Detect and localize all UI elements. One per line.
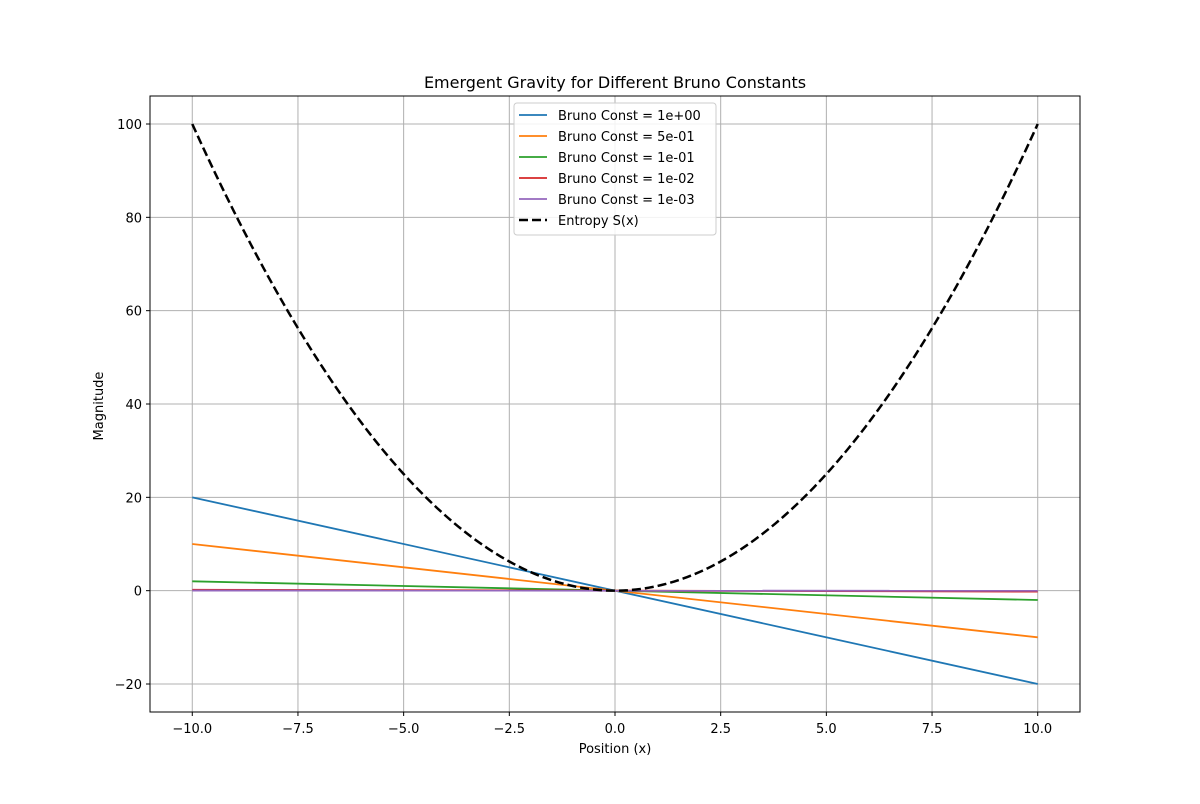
- x-tick-label: 2.5: [710, 722, 731, 737]
- legend-label: Bruno Const = 5e-01: [558, 130, 695, 145]
- x-tick-label: −5.0: [388, 722, 420, 737]
- y-tick-label: 40: [125, 398, 142, 413]
- legend-label: Bruno Const = 1e-01: [558, 151, 695, 166]
- legend-label: Bruno Const = 1e-02: [558, 172, 695, 187]
- y-tick-label: 20: [125, 491, 142, 506]
- x-tick-label: 10.0: [1023, 722, 1052, 737]
- legend-label: Entropy S(x): [558, 214, 639, 229]
- y-tick-label: 60: [125, 305, 142, 320]
- legend: Bruno Const = 1e+00 Bruno Const = 5e-01 Br…: [514, 103, 716, 235]
- chart-title: Emergent Gravity for Different Bruno Con…: [424, 73, 806, 92]
- y-tick-label: −20: [115, 678, 142, 693]
- x-tick-label: −2.5: [494, 722, 526, 737]
- y-tick-label: 100: [117, 118, 142, 133]
- legend-label: Bruno Const = 1e-03: [558, 193, 695, 208]
- y-tick-label: 80: [125, 211, 142, 226]
- x-tick-label: −7.5: [282, 722, 314, 737]
- x-tick-label: 5.0: [816, 722, 837, 737]
- y-tick-label: 0: [134, 585, 142, 600]
- x-tick-label: 7.5: [922, 722, 943, 737]
- x-axis-label: Position (x): [579, 742, 652, 757]
- y-axis-label: Magnitude: [92, 372, 107, 441]
- legend-label: Bruno Const = 1e+00: [558, 109, 701, 124]
- x-tick-label: 0.0: [605, 722, 626, 737]
- x-tick-label: −10.0: [172, 722, 212, 737]
